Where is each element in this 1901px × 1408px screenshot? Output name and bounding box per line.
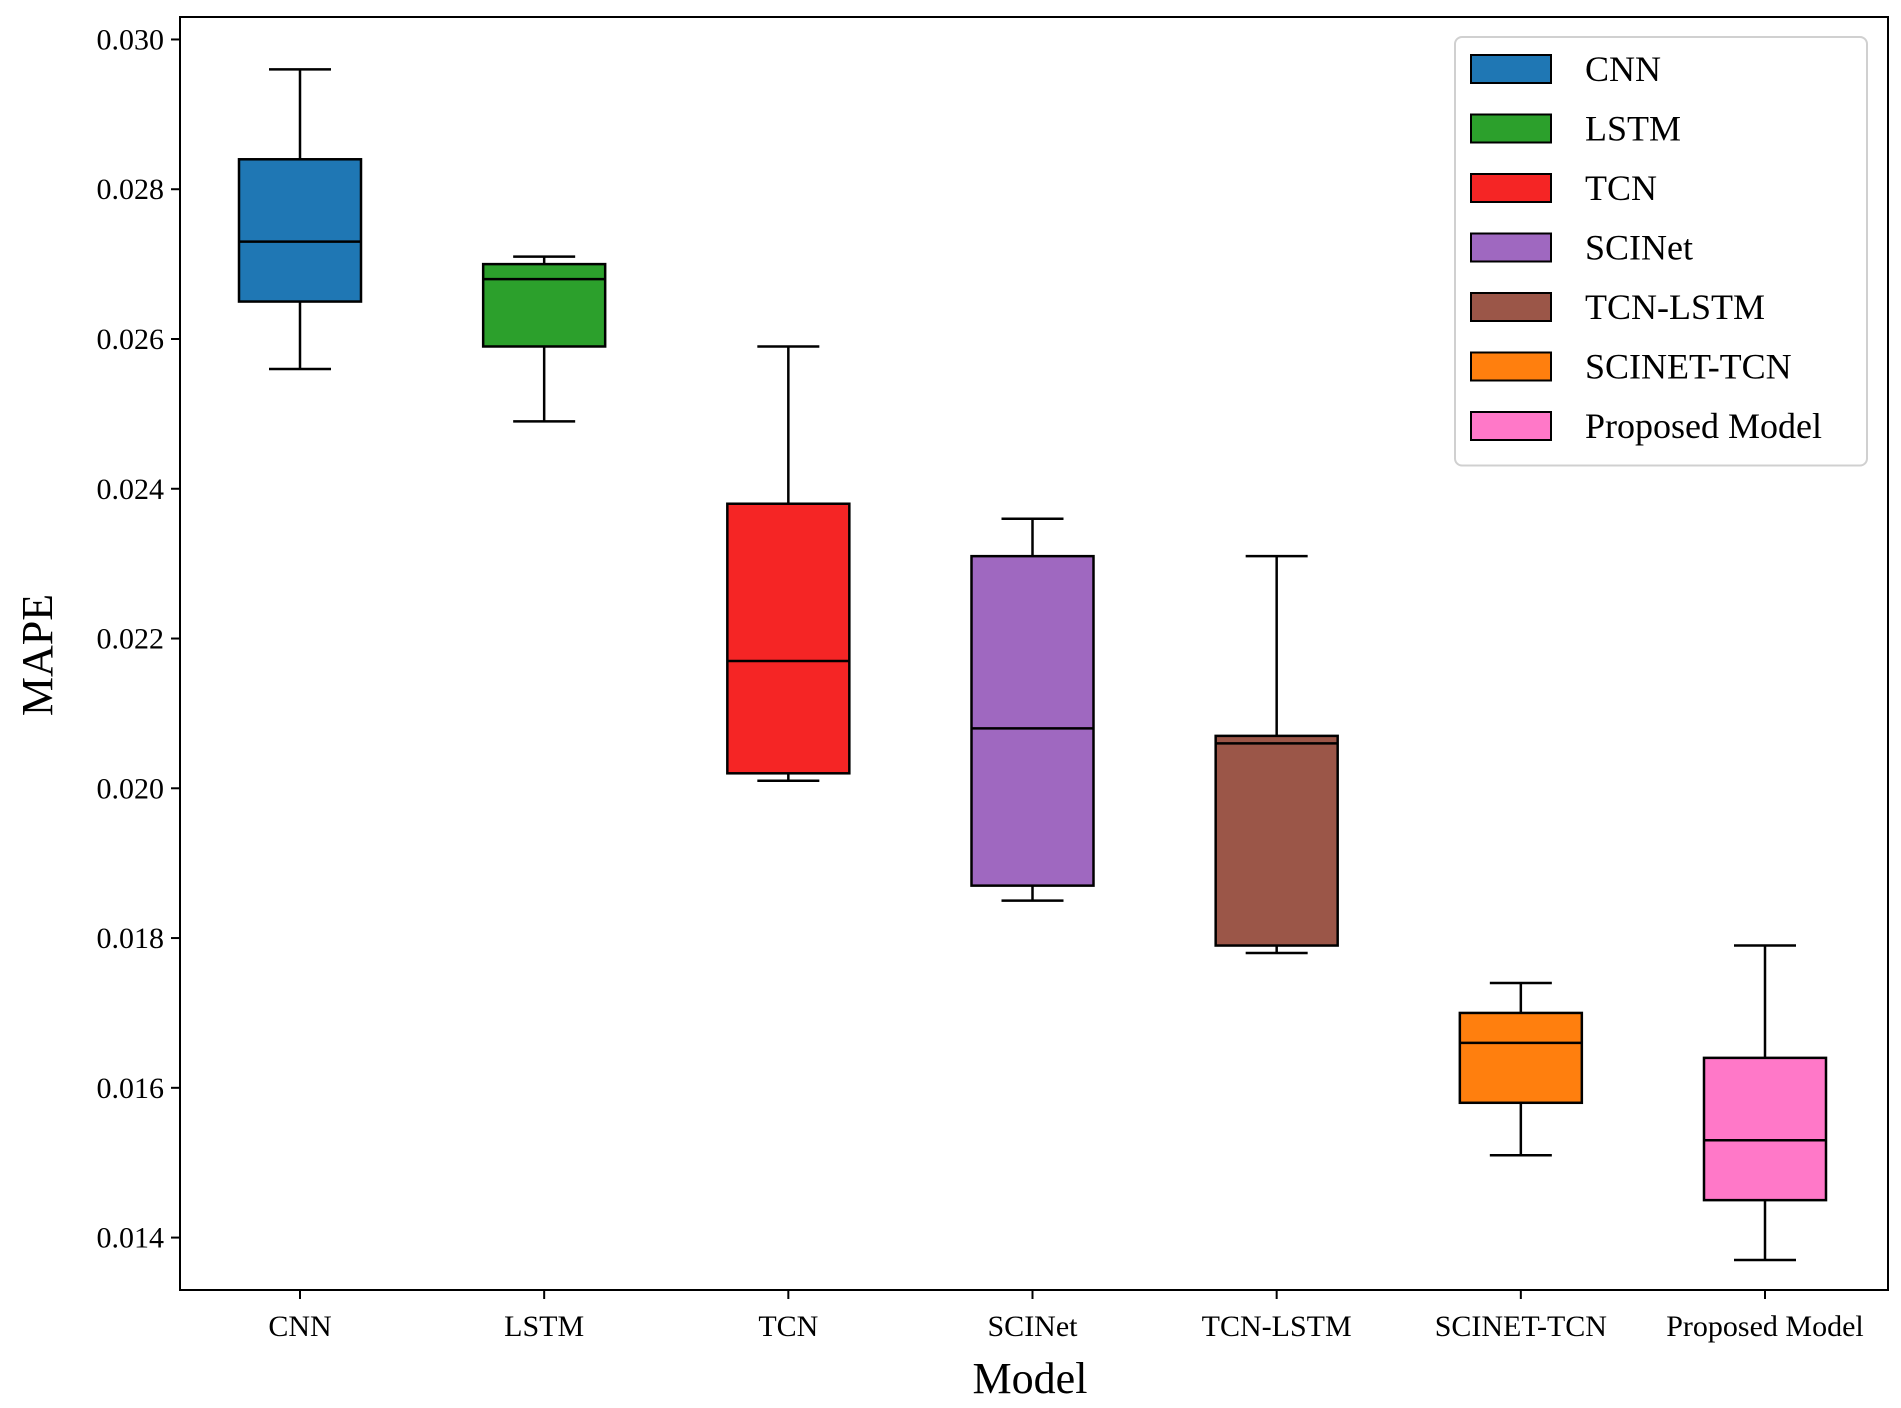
legend-label-proposed-model: Proposed Model <box>1585 406 1822 446</box>
legend-swatch-scinet <box>1470 232 1552 263</box>
x-tick-label: SCINet <box>988 1310 1079 1343</box>
y-tick-label: 0.026 <box>97 323 165 356</box>
legend: CNN LSTM TCN SCINet TCN-LSTM SCINET-TCN Propos… <box>1454 36 1868 467</box>
legend-label-lstm: LSTM <box>1585 109 1681 149</box>
y-tick-label: 0.016 <box>97 1072 165 1105</box>
legend-label-cnn: CNN <box>1585 49 1661 89</box>
x-tick-label: CNN <box>268 1310 331 1343</box>
y-axis-title: MAPE <box>13 594 62 716</box>
x-tick-label: TCN-LSTM <box>1202 1310 1352 1343</box>
x-axis-title: Model <box>973 1354 1088 1403</box>
y-tick-label: 0.018 <box>97 922 165 955</box>
box-iqr <box>726 502 851 775</box>
legend-label-scinet-tcn: SCINET-TCN <box>1585 347 1792 387</box>
box-scinet-tcn <box>1458 981 1584 1157</box>
box-iqr <box>481 262 607 348</box>
x-tick-label: Proposed Model <box>1666 1310 1864 1343</box>
y-tick-label: 0.014 <box>97 1222 165 1255</box>
legend-label-tcn-lstm: TCN-LSTM <box>1585 287 1765 327</box>
plot-frame <box>179 16 1889 1291</box>
box-iqr <box>1214 734 1339 947</box>
box-scinet <box>970 517 1095 902</box>
x-tick-label: SCINET-TCN <box>1435 1310 1607 1343</box>
y-tick-label: 0.024 <box>97 473 165 506</box>
legend-swatch-scinet-tcn <box>1470 351 1552 382</box>
legend-swatch-cnn <box>1470 54 1552 84</box>
legend-label-tcn: TCN <box>1585 168 1657 208</box>
box-iqr <box>970 554 1095 887</box>
y-tick-label: 0.028 <box>97 173 165 206</box>
y-tick-label: 0.020 <box>97 772 165 805</box>
box-cnn <box>237 68 363 371</box>
legend-swatch-proposed-model <box>1470 411 1552 441</box>
box-tcn <box>726 345 851 783</box>
box-iqr <box>1458 1011 1584 1105</box>
box-tcn-lstm <box>1214 554 1339 955</box>
legend-swatch-tcn <box>1470 173 1552 203</box>
y-tick-label: 0.022 <box>97 623 165 656</box>
y-tick-label: 0.030 <box>97 23 165 56</box>
legend-box <box>1454 36 1868 467</box>
box-iqr <box>237 158 363 303</box>
x-tick-label: TCN <box>758 1310 818 1343</box>
box-iqr <box>1702 1056 1828 1202</box>
box-lstm <box>481 255 607 423</box>
x-tick-label: LSTM <box>504 1310 584 1343</box>
legend-swatch-tcn-lstm <box>1470 292 1552 322</box>
legend-label-scinet: SCINet <box>1585 228 1693 268</box>
box-proposed-model <box>1702 944 1828 1262</box>
legend-swatch-lstm <box>1470 113 1552 144</box>
